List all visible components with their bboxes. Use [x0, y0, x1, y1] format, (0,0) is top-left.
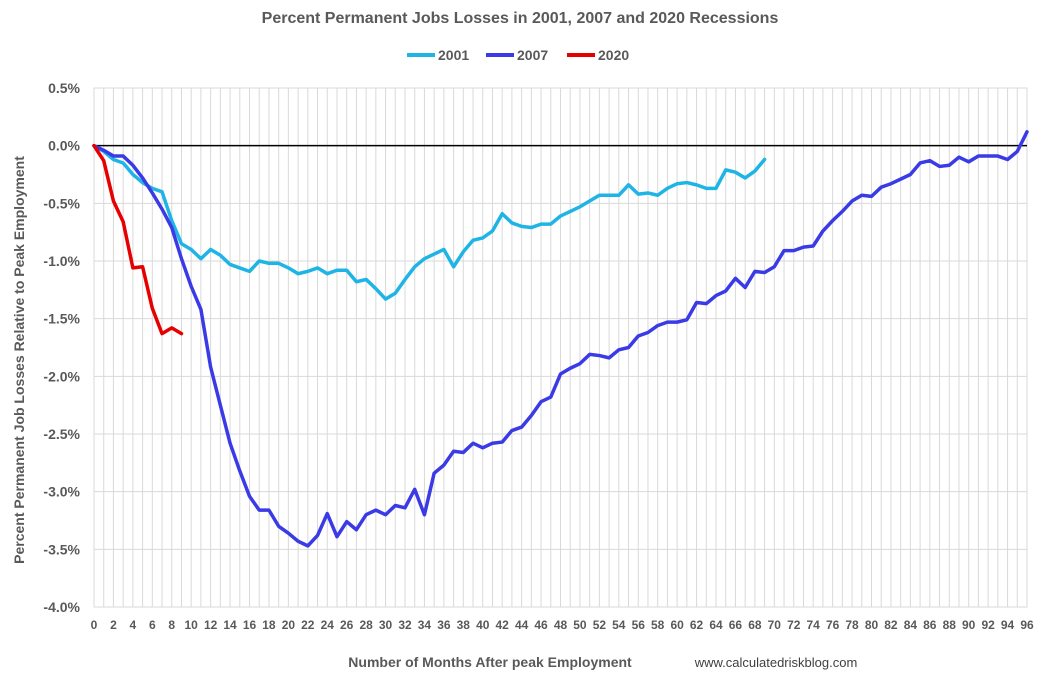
- x-tick-label: 48: [554, 618, 568, 632]
- x-tick-label: 54: [612, 618, 626, 632]
- x-tick-label: 90: [962, 618, 976, 632]
- x-tick-label: 46: [534, 618, 548, 632]
- x-tick-label: 84: [904, 618, 918, 632]
- plot-border: [93, 87, 1028, 608]
- y-tick-label: -2.0%: [43, 368, 80, 384]
- chart-title: Percent Permanent Jobs Losses in 2001, 2…: [262, 10, 779, 27]
- y-tick-label: 0.5%: [48, 80, 80, 96]
- x-tick-label: 34: [418, 618, 432, 632]
- x-tick-labels: 0 2 4 6 8 10 12 14 16 18 20 22 24 26 28 30 32 34 36 38 40 42 4…: [91, 618, 1034, 632]
- x-tick-label: 40: [476, 618, 490, 632]
- x-axis-title: Number of Months After peak Employment: [348, 654, 632, 670]
- x-tick-label: 18: [262, 618, 276, 632]
- x-tick-label: 12: [204, 618, 218, 632]
- legend-label-2001: 2001: [438, 47, 469, 63]
- x-tick-label: 2: [110, 618, 117, 632]
- x-tick-label: 88: [943, 618, 957, 632]
- x-tick-label: 32: [398, 618, 412, 632]
- x-tick-label: 52: [593, 618, 607, 632]
- x-tick-label: 16: [243, 618, 257, 632]
- y-tick-labels: 0.5% 0.0% -0.5% -1.0% -1.5% -2.0% -2.5% -3.0% -3…: [43, 80, 80, 615]
- x-tick-label: 14: [223, 618, 237, 632]
- y-tick-label: -1.0%: [43, 253, 80, 269]
- x-tick-label: 86: [923, 618, 937, 632]
- x-tick-label: 60: [670, 618, 684, 632]
- x-tick-label: 4: [130, 618, 137, 632]
- x-tick-label: 44: [515, 618, 529, 632]
- series-line-2007: [92, 130, 1029, 548]
- x-tick-label: 28: [359, 618, 373, 632]
- y-axis-title: Percent Permanent Job Losses Relative to…: [11, 156, 27, 564]
- x-tick-label: 6: [149, 618, 156, 632]
- x-tick-label: 56: [632, 618, 646, 632]
- grid-layer: [93, 87, 1028, 608]
- y-tick-label: -3.5%: [43, 541, 80, 557]
- x-tick-label: 20: [282, 618, 296, 632]
- x-tick-label: 70: [768, 618, 782, 632]
- x-tick-label: 58: [651, 618, 665, 632]
- x-tick-label: 36: [437, 618, 451, 632]
- x-tick-label: 26: [340, 618, 354, 632]
- x-tick-label: 80: [865, 618, 879, 632]
- x-tick-label: 0: [91, 618, 98, 632]
- x-tick-label: 96: [1020, 618, 1034, 632]
- legend-label-2020: 2020: [598, 47, 629, 63]
- x-tick-label: 66: [729, 618, 743, 632]
- x-tick-label: 68: [748, 618, 762, 632]
- x-tick-label: 64: [709, 618, 723, 632]
- y-tick-label: -4.0%: [43, 599, 80, 615]
- x-tick-label: 22: [301, 618, 315, 632]
- x-tick-label: 72: [787, 618, 801, 632]
- x-tick-label: 82: [884, 618, 898, 632]
- legend-label-2007: 2007: [517, 47, 548, 63]
- y-tick-label: -3.0%: [43, 484, 80, 500]
- x-tick-label: 38: [457, 618, 471, 632]
- y-tick-label: -2.5%: [43, 426, 80, 442]
- x-tick-label: 74: [807, 618, 821, 632]
- source-credit: www.calculatedriskblog.com: [694, 655, 858, 670]
- series-line-2020: [92, 143, 184, 336]
- x-tick-label: 92: [981, 618, 995, 632]
- x-tick-label: 50: [573, 618, 587, 632]
- y-tick-label: 0.0%: [48, 138, 80, 154]
- x-tick-label: 62: [690, 618, 704, 632]
- y-tick-label: -0.5%: [43, 195, 80, 211]
- series-line-2001: [92, 143, 767, 301]
- x-tick-label: 24: [321, 618, 335, 632]
- x-tick-label: 76: [826, 618, 840, 632]
- legend: 2001 2007 2020: [407, 47, 629, 63]
- x-tick-label: 94: [1001, 618, 1015, 632]
- series-layer: [92, 130, 1029, 548]
- x-tick-label: 30: [379, 618, 393, 632]
- x-tick-label: 42: [496, 618, 510, 632]
- x-tick-label: 78: [845, 618, 859, 632]
- x-tick-label: 10: [185, 618, 199, 632]
- x-tick-label: 8: [168, 618, 175, 632]
- y-tick-label: -1.5%: [43, 311, 80, 327]
